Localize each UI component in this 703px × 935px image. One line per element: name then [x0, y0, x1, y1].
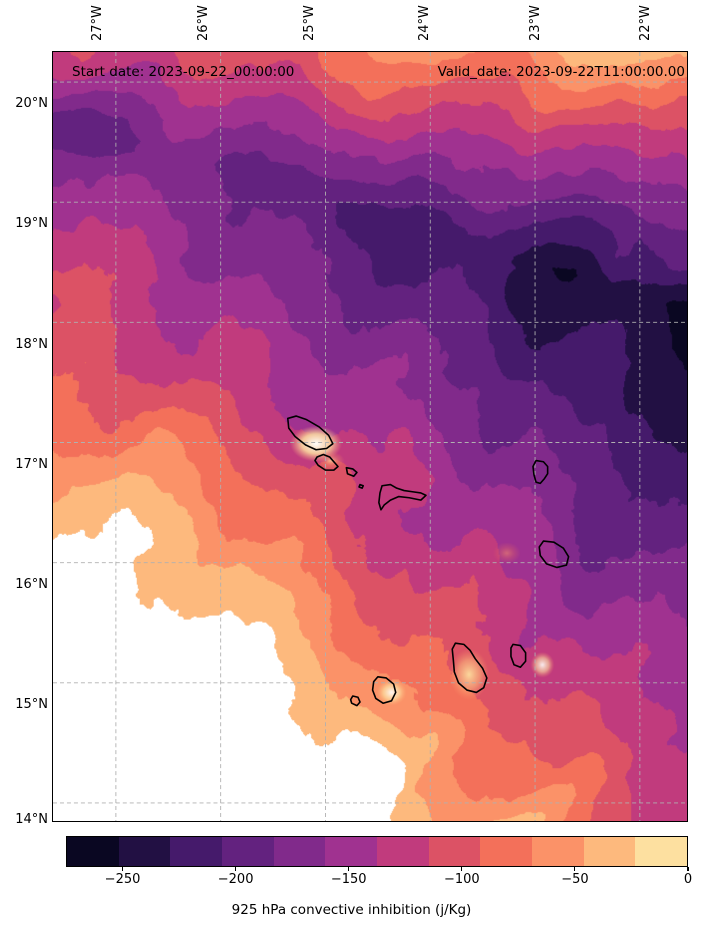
colorbar-tick-5: 0	[683, 872, 693, 887]
colorbar-segment-2	[170, 837, 223, 866]
graticule-gridlines	[53, 52, 687, 821]
colorbar-tickmark-0	[121, 867, 124, 871]
coastline-s-o-vicente	[314, 453, 339, 471]
coastline-santa-luzia	[345, 466, 358, 477]
colorbar-tick-1: −200	[217, 872, 254, 887]
coastline-maio	[510, 643, 527, 668]
coastline-overlay	[286, 415, 570, 707]
coastline-fogo	[371, 675, 397, 705]
coastline-santiago	[451, 642, 488, 694]
colorbar-segment-5	[325, 837, 378, 866]
ytick-label-17N: 17°N	[15, 457, 48, 472]
colorbar[interactable]	[66, 836, 688, 867]
ytick-label-14N: 14°N	[15, 812, 48, 827]
colorbar-tickmark-3	[461, 867, 463, 871]
xaxis-ticklabels: 27°W 26°W 25°W 24°W 23°W 22°W	[0, 0, 703, 46]
colorbar-tickmark-5	[687, 867, 689, 871]
coastline-brava	[349, 695, 361, 707]
colorbar-segment-3	[222, 837, 274, 866]
colorbar-tick-3: −100	[443, 872, 480, 887]
colorbar-segment-10	[583, 837, 636, 866]
colorbar-segment-1	[118, 837, 171, 866]
coastline-s-o-nicolau	[378, 483, 427, 511]
colorbar-tickmark-2	[348, 867, 350, 871]
colorbar-segment-0	[67, 837, 119, 866]
xtick-label-0: 27°W	[90, 5, 105, 41]
ytick-label-20N: 20°N	[15, 96, 48, 111]
colorbar-tick-4: −50	[561, 872, 589, 887]
xtick-label-4: 23°W	[528, 5, 543, 41]
xtick-label-2: 25°W	[302, 5, 317, 41]
ytick-label-15N: 15°N	[15, 697, 48, 712]
colorbar-segment-8	[480, 837, 533, 866]
colorbar-axis-label: 925 hPa convective inhibition (j/Kg)	[231, 902, 472, 918]
colorbar-tick-0: −250	[104, 872, 141, 887]
coastline-boa-vista	[538, 540, 570, 569]
colorbar-segment-6	[377, 837, 429, 866]
colorbar-tickmark-1	[235, 867, 237, 871]
ytick-label-19N: 19°N	[15, 216, 48, 231]
xtick-label-1: 26°W	[196, 5, 211, 41]
colorbar-segment-11	[635, 837, 687, 866]
colorbar-segment-4	[273, 837, 326, 866]
cin-contour-field	[53, 52, 687, 821]
coastline-santo-ant-o	[286, 415, 334, 451]
ytick-label-18N: 18°N	[15, 337, 48, 352]
ytick-label-16N: 16°N	[15, 577, 48, 592]
start-date-annotation: Start date: 2023-09-22_00:00:00	[72, 64, 295, 80]
colorbar-segment-7	[428, 837, 481, 866]
valid-date-annotation: Valid_date: 2023-09-22T11:00:00.00	[437, 64, 685, 80]
xtick-label-3: 24°W	[417, 5, 432, 41]
colorbar-tickmark-4	[574, 867, 576, 871]
map-plot-area[interactable]	[52, 51, 688, 822]
colorbar-segment-9	[532, 837, 584, 866]
colorbar-tick-2: −150	[330, 872, 367, 887]
coastline-branco	[358, 483, 365, 489]
xtick-label-5: 22°W	[638, 5, 653, 41]
coastline-sal	[532, 459, 549, 485]
